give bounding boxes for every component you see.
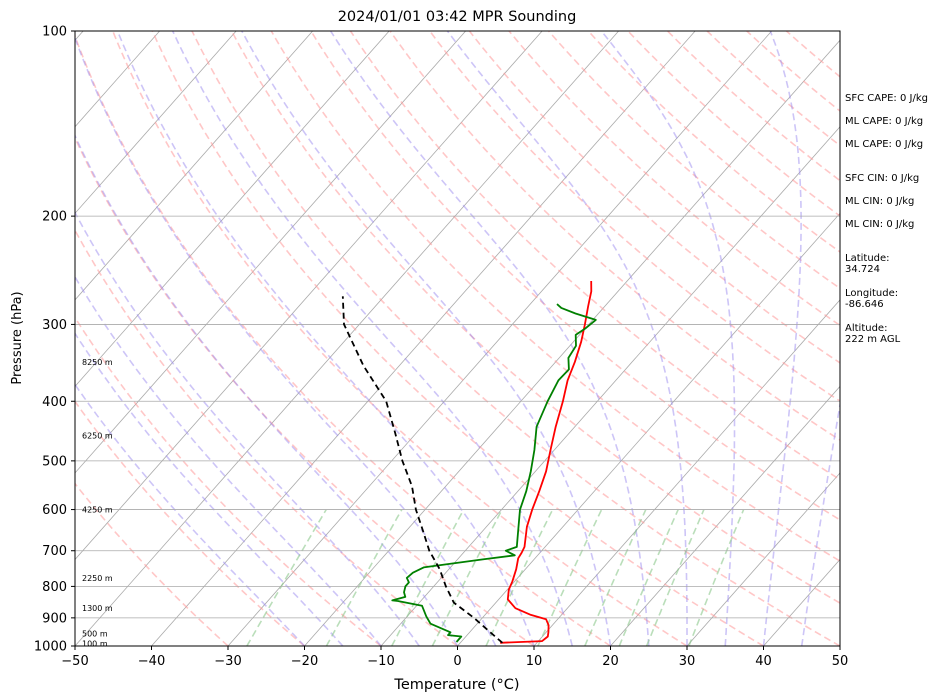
x-tick-label: −50 (61, 654, 88, 669)
dry-adiabat-line (627, 31, 840, 218)
dry-adiabat-line (349, 31, 840, 481)
y-tick-label: 900 (42, 611, 67, 626)
isotherm-line (75, 31, 237, 214)
mixing-ratio-line (391, 509, 465, 646)
mixing-ratio-line (688, 509, 745, 646)
ml-cape-label-2: ML CAPE: 0 J/kg (845, 139, 924, 150)
isotherm-line (0, 31, 7, 646)
x-axis-label: Temperature (°C) (393, 677, 519, 693)
x-tick-label: −10 (367, 654, 394, 669)
latitude-label: Latitude: 34.724 (845, 253, 890, 275)
dewpoint-line (391, 303, 597, 643)
temperature-line (500, 280, 593, 644)
dry-adiabat-line (75, 316, 382, 646)
isotherm-line (75, 31, 466, 474)
moist-adiabat-line (600, 31, 736, 646)
isotherm-line (75, 31, 390, 387)
isotherm-line (686, 472, 840, 646)
ml-cin-label: ML CIN: 0 J/kg (845, 196, 915, 207)
moist-adiabat-line (171, 31, 574, 646)
dry-adiabat-line (310, 31, 840, 521)
dry-adiabat-line (75, 228, 458, 646)
moist-adiabat-line (75, 383, 306, 646)
y-axis-label: Pressure (hPa) (10, 291, 25, 384)
moist-adiabat-line (446, 31, 688, 646)
height-label: 8250 m (82, 358, 113, 367)
moist-adiabat-line (329, 31, 650, 646)
y-tick-label: 400 (42, 395, 67, 410)
y-tick-label: 500 (42, 454, 67, 469)
moist-adiabat-line (75, 210, 420, 646)
moist-adiabat-line (75, 332, 344, 646)
sfc-cin-label: SFC CIN: 0 J/kg (845, 173, 920, 184)
x-axis-ticks: −50 −40 −30 −20 −10 0 10 20 30 40 50 (61, 646, 848, 669)
y-tick-label: 200 (42, 210, 67, 225)
ml-cape-label: ML CAPE: 0 J/kg (845, 116, 924, 127)
moist-adiabat-line (75, 35, 497, 646)
dry-adiabat-line (389, 31, 840, 441)
dry-adiabat-line (468, 31, 840, 364)
isotherm-line (151, 31, 696, 646)
y-tick-label: 1000 (34, 640, 67, 655)
x-tick-label: 40 (755, 654, 772, 669)
dry-adiabat-line (75, 482, 229, 646)
isotherm-line (75, 31, 543, 561)
y-tick-label: 300 (42, 318, 67, 333)
moist-adiabat-line (75, 275, 382, 646)
x-tick-label: −20 (291, 654, 318, 669)
y-tick-label: 600 (42, 503, 67, 518)
y-tick-label: 100 (42, 25, 67, 40)
ml-cin-label-2: ML CIN: 0 J/kg (845, 219, 915, 230)
sfc-cape-label: SFC CAPE: 0 J/kg (845, 93, 928, 104)
isotherm-line (533, 299, 840, 646)
dry-adiabat-line (75, 136, 535, 646)
dry-adiabat-line (151, 31, 764, 646)
height-label: 2250 m (82, 574, 113, 583)
mixing-ratio-line (537, 509, 603, 646)
isotherm-line (75, 31, 313, 301)
height-label: 1300 m (82, 604, 113, 613)
background-lines (0, 31, 840, 646)
isotherm-line (610, 385, 840, 646)
x-tick-label: −30 (214, 654, 241, 669)
dry-adiabat-line (548, 31, 840, 290)
isotherm-line (227, 31, 772, 646)
x-tick-label: −40 (138, 654, 165, 669)
dry-adiabat-line (706, 31, 840, 147)
moist-adiabat-line (241, 31, 612, 646)
altitude-label: Altitude: 222 m AGL (845, 323, 901, 345)
height-label: 4250 m (82, 506, 113, 515)
x-tick-label: 20 (602, 654, 619, 669)
x-tick-label: 10 (526, 654, 543, 669)
height-label: 100 m (82, 639, 108, 648)
x-tick-label: 30 (679, 654, 696, 669)
x-tick-label: 0 (453, 654, 461, 669)
y-axis-ticks: 100 200 300 400 500 600 700 800 900 1000 (34, 25, 75, 655)
dry-adiabat-line (429, 31, 840, 403)
x-tick-label: 50 (832, 654, 849, 669)
height-label: 6250 m (82, 432, 113, 441)
dry-adiabat-line (112, 31, 688, 646)
moist-adiabat-line (762, 31, 802, 646)
isotherm-line (75, 31, 619, 646)
isotherm-line (380, 126, 840, 646)
parcel-line (341, 296, 503, 644)
dry-adiabat-line (270, 31, 840, 562)
longitude-label: Longitude: -86.646 (845, 288, 899, 310)
y-tick-label: 700 (42, 544, 67, 559)
y-tick-label: 800 (42, 580, 67, 595)
moist-adiabat-line (75, 133, 459, 646)
mixing-ratio-line (618, 509, 679, 646)
height-label: 500 m (82, 630, 108, 639)
dry-adiabat-line (191, 31, 840, 646)
sounding-series (341, 280, 597, 644)
dry-adiabat-line (230, 31, 840, 604)
chart-title: 2024/01/01 03:42 MPR Sounding (338, 9, 577, 25)
mixing-ratio-line (246, 509, 327, 646)
isotherm-line (457, 212, 840, 646)
mixing-ratio-line (645, 509, 705, 646)
moist-adiabat-line (116, 31, 535, 646)
